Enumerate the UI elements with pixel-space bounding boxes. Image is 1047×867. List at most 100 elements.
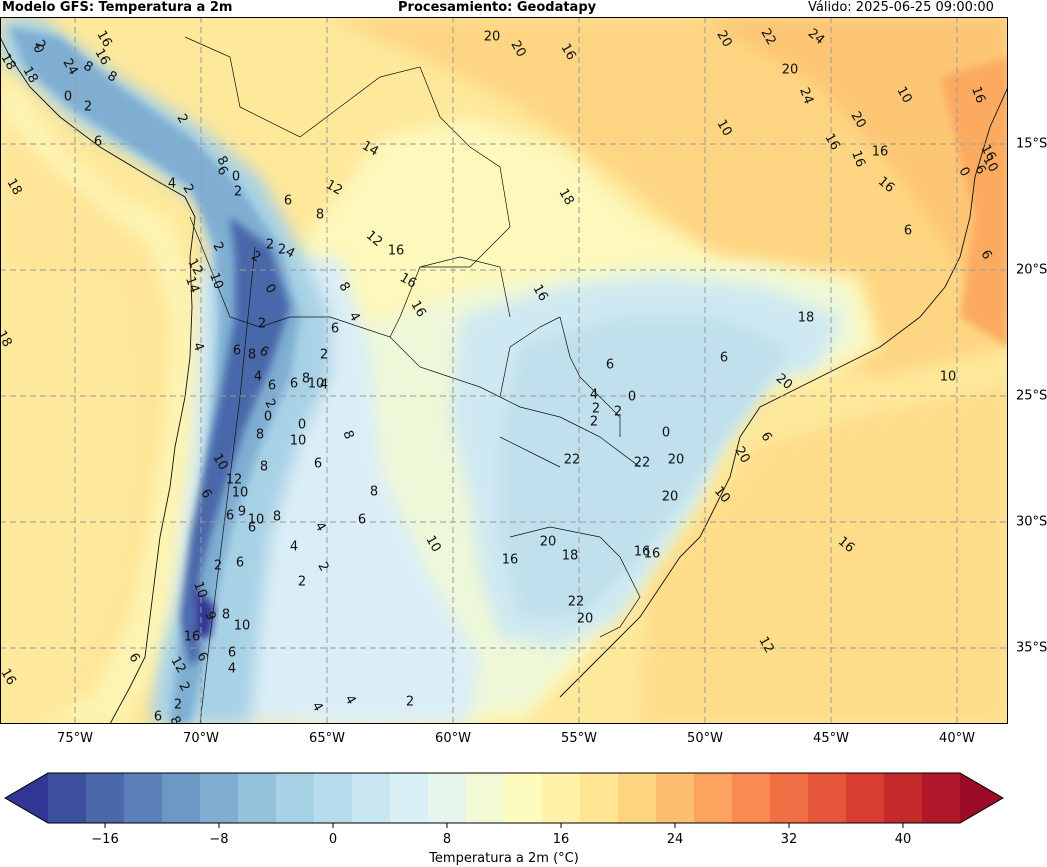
colorbar — [4, 772, 1004, 828]
colorbar-cell — [580, 773, 619, 823]
contour-label: 0 — [662, 426, 670, 441]
colorbar-cell — [770, 773, 809, 823]
contour-label: 16 — [184, 630, 201, 645]
contour-label: 0 — [264, 410, 272, 425]
contour-label: 16 — [634, 545, 651, 560]
y-tick-20s: 20°S — [1016, 262, 1047, 278]
contour-label: 2 — [174, 698, 182, 713]
contour-label: 16 — [0, 666, 19, 688]
contour-label: 20 — [668, 453, 685, 468]
contour-label: 6 — [358, 513, 366, 528]
colorbar-cell — [694, 773, 733, 823]
contour-label: 20 — [662, 490, 679, 505]
contour-label: 24 — [796, 86, 816, 107]
contour-label: 18 — [562, 549, 579, 564]
colorbar-cell — [808, 773, 847, 823]
colorbar-cell — [846, 773, 885, 823]
colorbar-tick-label: 24 — [666, 832, 684, 847]
contour-label: 2 — [278, 243, 286, 258]
y-tick-25s: 25°S — [1016, 388, 1047, 404]
x-tick-55w: 55°W — [561, 731, 597, 746]
contour-label: 8 — [316, 208, 324, 223]
contour-label: 10 — [248, 513, 265, 528]
y-tick-35s: 35°S — [1016, 640, 1047, 656]
contour-label: 16 — [529, 282, 550, 304]
x-tick-50w: 50°W — [687, 731, 723, 746]
colorbar-tick-label: 16 — [552, 832, 570, 847]
colorbar-cell — [124, 773, 163, 823]
contour-label: 16 — [397, 270, 419, 291]
contour-label: 10 — [206, 271, 226, 292]
colorbar-tick-label: 0 — [328, 832, 338, 847]
contour-label: 2 — [266, 238, 274, 253]
contour-label: 4 — [254, 370, 262, 385]
contour-label: 6 — [606, 358, 614, 373]
contour-label: 22 — [757, 26, 778, 48]
map-title: Modelo GFS: Temperatura a 2m — [2, 0, 233, 15]
contour-label: 6 — [154, 710, 162, 725]
contour-label: 0 — [232, 170, 240, 185]
contour-label: 10 — [893, 84, 914, 106]
contour-label: 22 — [564, 453, 581, 468]
contour-label: 16 — [848, 149, 868, 170]
x-tick-45w: 45°W — [813, 731, 849, 746]
contour-label: 12 — [167, 654, 188, 676]
colorbar-cell — [390, 773, 429, 823]
y-tick-15s: 15°S — [1016, 136, 1047, 152]
contour-label: 8 — [222, 608, 230, 623]
contour-label: 6 — [228, 646, 236, 661]
colorbar-cell — [162, 773, 201, 823]
contour-label: 2 — [298, 575, 306, 590]
colorbar-tick-label: 8 — [442, 832, 452, 847]
contour-label: 12 — [184, 256, 205, 278]
colorbar-cell — [466, 773, 505, 823]
contour-label: 8 — [302, 372, 310, 387]
contour-label: 8 — [256, 428, 264, 443]
contour-label: 8 — [273, 510, 281, 525]
contour-label: 8 — [370, 485, 378, 500]
contour-label: 2 — [258, 317, 266, 332]
coastlines — [0, 36, 1008, 724]
processing-label: Procesamiento: Geodatapy — [398, 0, 597, 15]
colorbar-cell — [504, 773, 543, 823]
contour-label: 6 — [904, 224, 912, 239]
contour-label: 6 — [331, 322, 339, 337]
colorbar-extend-high — [960, 773, 1003, 823]
contour-label: 2 — [614, 405, 622, 420]
contour-label: 4 — [320, 378, 328, 393]
contour-label: 10 — [979, 153, 1000, 175]
contour-label: 10 — [422, 533, 443, 555]
x-tick-40w: 40°W — [939, 731, 975, 746]
contour-label: 6 — [236, 556, 244, 571]
contour-label: 10 — [308, 377, 325, 392]
contour-label: 4 — [228, 662, 236, 677]
contour-label: 18 — [798, 311, 815, 326]
colorbar-outline — [4, 772, 1004, 824]
colorbar-cell — [200, 773, 239, 823]
contour-label: 18 — [555, 186, 576, 208]
contour-label: 16 — [977, 142, 998, 164]
contour-label: 10 — [713, 117, 734, 139]
contour-label: 4 — [590, 388, 598, 403]
contour-label: 14 — [359, 138, 381, 159]
contour-label: 6 — [284, 194, 292, 209]
contour-label: 16 — [968, 85, 988, 106]
contour-label: 20 — [507, 38, 528, 60]
contour-label: 18 — [0, 51, 19, 73]
contour-label: 20 — [484, 30, 501, 45]
contour-label: 2 — [592, 402, 600, 417]
contour-label: 12 — [226, 473, 243, 488]
contour-label: 20 — [577, 612, 594, 627]
colorbar-cell — [732, 773, 771, 823]
contour-label: 6 — [314, 457, 322, 472]
contour-label: 20 — [782, 63, 799, 78]
x-tick-65w: 65°W — [309, 731, 345, 746]
colorbar-cell — [542, 773, 581, 823]
colorbar-cell — [86, 773, 125, 823]
contour-label: 2 — [214, 559, 222, 574]
colorbar-cell — [276, 773, 315, 823]
colorbar-extend-low — [5, 773, 48, 823]
contour-label: 6 — [226, 509, 234, 524]
contour-label: 2 — [234, 185, 242, 200]
contour-label: 10 — [190, 580, 210, 601]
